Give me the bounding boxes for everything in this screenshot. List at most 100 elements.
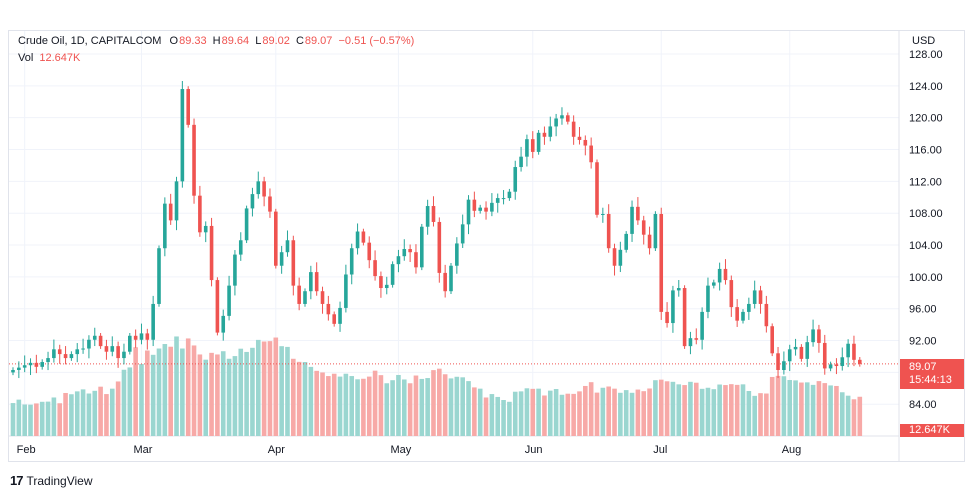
candle-body — [314, 272, 319, 292]
candle-body — [676, 288, 681, 291]
candle-body — [688, 338, 693, 347]
candle-body — [355, 231, 360, 249]
candle-body — [402, 249, 407, 257]
candle-body — [624, 233, 628, 250]
volume-bar — [255, 339, 261, 436]
volume-bar — [489, 394, 495, 436]
candle-body — [478, 207, 482, 211]
candle-body — [349, 248, 354, 275]
volume-bar — [641, 391, 647, 436]
candle-body — [636, 206, 640, 221]
candle-body — [40, 362, 44, 367]
volume-bar — [45, 401, 51, 436]
volume-bar — [822, 383, 828, 436]
candle-body — [507, 191, 512, 199]
price-axis[interactable]: 128.00 124.00 120.00 116.00 112.00 108.00 104.… — [909, 49, 943, 411]
candle-body — [525, 139, 529, 157]
candle-body — [209, 225, 214, 281]
volume-bar — [851, 399, 857, 436]
candle-body — [589, 145, 593, 163]
volume-bar — [658, 379, 664, 436]
candle-body — [28, 362, 33, 366]
price-tick-label: 92.00 — [909, 336, 937, 348]
volume-bar — [34, 403, 39, 436]
candle-body — [390, 264, 395, 285]
symbol-label[interactable]: Crude Oil, 1D, CAPITALCOM — [18, 35, 162, 47]
candle-body — [455, 243, 459, 266]
price-chart[interactable]: 128.00 124.00 120.00 116.00 112.00 108.00 104.… — [9, 31, 964, 461]
close-label: C — [295, 35, 304, 47]
time-tick-label: Jun — [525, 444, 543, 456]
volume-bar — [314, 370, 319, 436]
time-tick-label: Feb — [17, 444, 36, 456]
volume-bar — [828, 385, 833, 436]
volume-bar — [320, 372, 325, 436]
volume-legend: Vol 12.647K — [18, 52, 80, 64]
price-tick-label: 112.00 — [909, 176, 942, 188]
volume-bar — [682, 385, 687, 436]
candle-body — [618, 249, 623, 266]
volume-bar — [150, 354, 156, 436]
candle-body — [87, 339, 91, 349]
volume-bar — [834, 385, 839, 436]
candle-body — [752, 290, 757, 304]
time-tick-label: Mar — [133, 444, 152, 456]
volume-bar — [343, 373, 349, 436]
tradingview-logo-icon: 17 — [10, 473, 24, 488]
candle-body — [63, 354, 68, 359]
volume-bar — [28, 404, 33, 436]
volume-bar — [10, 403, 16, 436]
volume-bar — [442, 374, 448, 436]
volume-bar — [729, 384, 734, 436]
volume-bar — [174, 336, 179, 436]
volume-bar — [758, 393, 763, 436]
candle-body — [536, 132, 541, 152]
volume-bar — [226, 358, 232, 436]
volume-value: 12.647K — [39, 52, 81, 64]
tradingview-brand[interactable]: 17 TradingView — [10, 473, 93, 488]
currency-label: USD — [912, 35, 936, 47]
candle-body — [104, 346, 109, 352]
volume-bar — [740, 384, 746, 436]
candle-body — [577, 136, 582, 140]
volume-bar — [816, 381, 822, 436]
candle-body — [379, 276, 383, 289]
price-tick-label: 108.00 — [909, 208, 943, 220]
candle-body — [168, 203, 173, 221]
candle-body — [723, 268, 728, 281]
volume-bar — [98, 386, 103, 436]
candle-body — [858, 359, 862, 364]
volume-bar — [477, 388, 483, 436]
candle-body — [52, 349, 56, 359]
volume-bar — [384, 383, 390, 436]
candle-body — [274, 211, 278, 266]
candle-body — [285, 240, 290, 253]
candle-body — [606, 213, 611, 249]
candle-body — [227, 285, 231, 316]
volume-bar — [203, 359, 209, 436]
candle-body — [542, 132, 547, 137]
candle-body — [256, 181, 261, 195]
volume-bar — [261, 341, 267, 436]
volume-bar — [536, 388, 541, 436]
volume-bar — [676, 384, 682, 436]
candle-body — [472, 199, 477, 211]
volume-bar — [191, 345, 197, 436]
volume-bar — [285, 346, 290, 436]
time-axis[interactable]: Feb Mar Apr May Jun Jul Aug — [17, 444, 802, 456]
volume-bar — [618, 392, 623, 436]
volume-bar — [647, 388, 652, 436]
volume-bar — [553, 389, 559, 436]
candle-body — [98, 335, 103, 347]
volume-bar — [355, 379, 360, 436]
candle-body — [834, 364, 839, 367]
volume-bar — [133, 347, 138, 436]
volume-bar — [600, 387, 606, 436]
volume-label[interactable]: Vol — [18, 52, 34, 64]
time-tick-label: Aug — [782, 444, 802, 456]
candle-body — [297, 285, 301, 304]
brand-name: TradingView — [26, 473, 93, 488]
volume-bar — [518, 391, 524, 436]
candle-body — [717, 268, 722, 283]
candle-body — [92, 335, 97, 340]
